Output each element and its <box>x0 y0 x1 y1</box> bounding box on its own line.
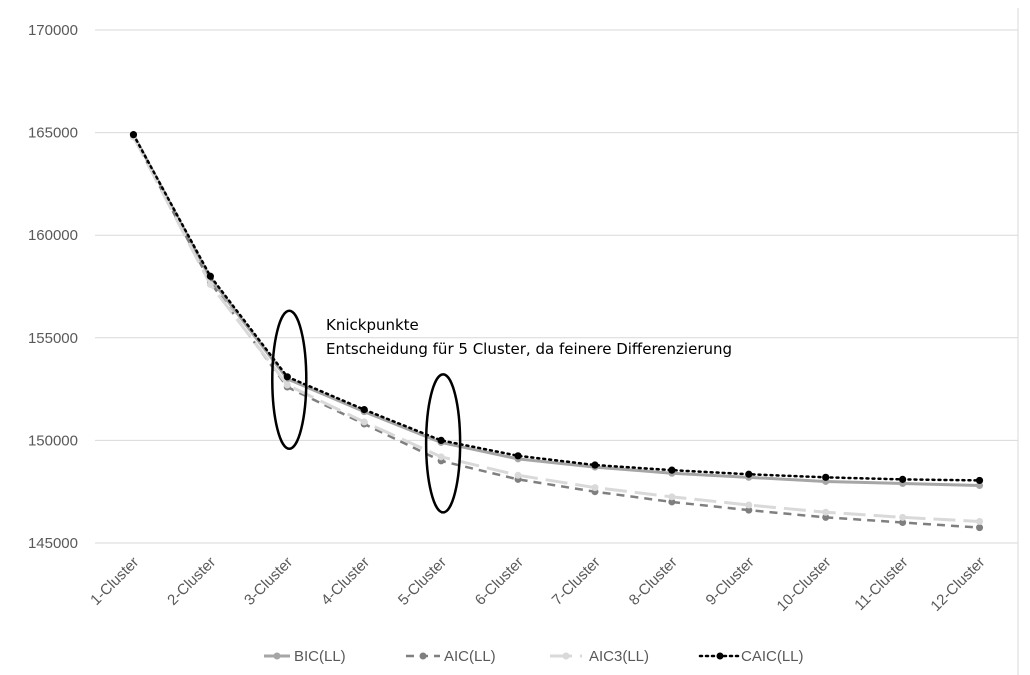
series-3-point-6 <box>514 452 522 460</box>
series-line-0 <box>132 133 980 488</box>
series-3-point-9 <box>745 470 753 478</box>
annotation-line-1: Knickpunkte <box>326 316 419 334</box>
series-2-point-7 <box>591 484 599 492</box>
legend-label-0: BIC(LL) <box>294 648 346 665</box>
series-group <box>129 131 984 532</box>
series-line-2 <box>132 136 980 523</box>
series-line-3 <box>132 133 981 482</box>
series-3-point-11 <box>899 475 907 483</box>
gridlines <box>95 29 1018 544</box>
legend-marker-2 <box>562 652 570 660</box>
series-3-point-7 <box>591 461 599 469</box>
series-1-point-8 <box>668 498 676 506</box>
legend-label-1: AIC(LL) <box>444 648 496 665</box>
series-3-point-10 <box>822 473 830 481</box>
series-3-point-1 <box>129 131 138 139</box>
legend-item-1: AIC(LL) <box>406 648 496 665</box>
series-2-point-2 <box>206 280 214 288</box>
series-2-point-11 <box>899 513 907 521</box>
y-axis: 145000 150000 155000 160000 165000 170000 <box>28 22 78 552</box>
y-tick-label-165000: 165000 <box>28 125 78 142</box>
series-3-point-8 <box>668 466 676 474</box>
series-2-point-12 <box>976 517 984 525</box>
annotation-line-2: Entscheidung für 5 Cluster, da feinere D… <box>326 340 732 358</box>
y-tick-label-170000: 170000 <box>28 22 78 39</box>
annotation-ellipse-1 <box>271 309 308 451</box>
legend-marker-3 <box>716 652 724 660</box>
legend: BIC(LL) AIC(LL) AIC3(LL) CAIC(LL) <box>264 648 804 665</box>
series-2-point-3 <box>283 381 291 389</box>
series-2-point-10 <box>822 508 830 516</box>
legend-marker-0 <box>273 652 281 660</box>
series-3-point-5 <box>437 436 445 444</box>
annotation-ellipse-2 <box>424 373 462 514</box>
y-tick-label-145000: 145000 <box>28 535 78 552</box>
series-1-point-10 <box>822 513 830 521</box>
series-3 <box>129 131 984 485</box>
series-0-point-12 <box>976 482 984 490</box>
series-1-point-11 <box>899 518 907 526</box>
legend-item-2: AIC3(LL) <box>550 648 649 665</box>
annotations: Knickpunkte Entscheidung für 5 Cluster, … <box>271 309 732 514</box>
legend-label-2: AIC3(LL) <box>589 648 649 665</box>
y-tick-label-160000: 160000 <box>28 227 78 244</box>
series-3-point-12 <box>975 476 984 485</box>
legend-marker-1 <box>419 652 427 660</box>
series-3-point-4 <box>360 406 368 414</box>
y-tick-label-155000: 155000 <box>28 330 78 347</box>
series-2-point-6 <box>514 471 522 479</box>
legend-item-3: CAIC(LL) <box>698 648 804 665</box>
series-3-point-2 <box>206 272 214 280</box>
series-1-point-12 <box>976 524 984 532</box>
series-2-point-8 <box>668 493 676 501</box>
y-tick-label-150000: 150000 <box>28 432 78 449</box>
series-3-point-3 <box>283 373 291 381</box>
legend-item-0: BIC(LL) <box>264 648 346 665</box>
series-2-point-4 <box>360 418 368 426</box>
series-2-point-9 <box>745 501 753 509</box>
series-2-point-5 <box>437 453 445 461</box>
legend-label-3: CAIC(LL) <box>741 648 804 665</box>
series-1-point-9 <box>745 506 753 514</box>
